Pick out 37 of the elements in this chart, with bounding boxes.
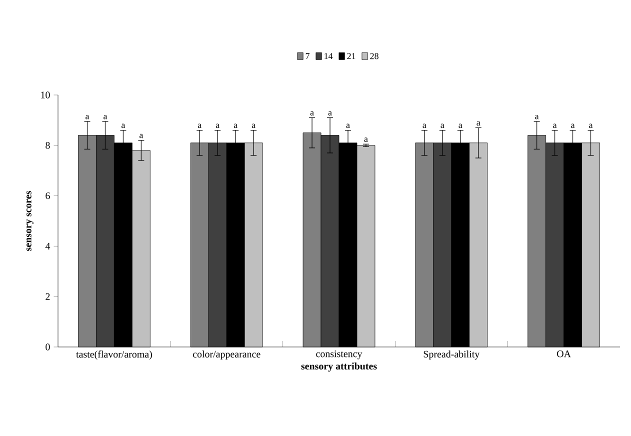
- data-label: a: [328, 111, 332, 116]
- y-tick-label: 2: [46, 293, 50, 300]
- data-label: a: [310, 111, 314, 116]
- x-tick-label: color/appearance: [192, 350, 260, 360]
- y-axis-title: sensory scores: [26, 191, 34, 251]
- data-label: a: [571, 124, 575, 128]
- data-label: a: [535, 114, 539, 120]
- y-tick-label: 8: [46, 142, 50, 149]
- data-label: a: [364, 138, 368, 142]
- x-axis-title: sensory attributes: [301, 362, 377, 372]
- y-tick-label: 10: [41, 92, 50, 98]
- data-label: a: [104, 114, 108, 120]
- data-label: a: [440, 124, 444, 128]
- data-label: a: [140, 134, 144, 138]
- x-tick-label: OA: [557, 350, 571, 358]
- x-tick-label: consistency: [316, 350, 362, 360]
- legend-label: 14: [324, 53, 333, 60]
- data-label: a: [553, 124, 557, 128]
- data-label: a: [252, 124, 256, 128]
- data-label: a: [216, 124, 220, 128]
- legend-label: 28: [370, 53, 378, 60]
- data-label: a: [234, 124, 238, 128]
- data-label: a: [589, 124, 593, 128]
- data-label: a: [86, 114, 90, 120]
- data-label: a: [476, 121, 480, 126]
- data-label: a: [422, 124, 426, 128]
- x-tick-label: Spread-ability: [424, 350, 480, 360]
- y-tick-label: 0: [46, 344, 50, 350]
- legend-label: 7: [306, 53, 310, 60]
- x-tick-label: taste(flavor/aroma): [76, 350, 152, 360]
- legend-label: 21: [347, 53, 356, 60]
- data-label: a: [346, 124, 350, 128]
- data-label: a: [122, 124, 126, 128]
- data-label: a: [458, 124, 462, 128]
- y-tick-label: 6: [46, 192, 50, 200]
- data-label: a: [198, 124, 202, 128]
- y-tick-label: 4: [45, 242, 50, 250]
